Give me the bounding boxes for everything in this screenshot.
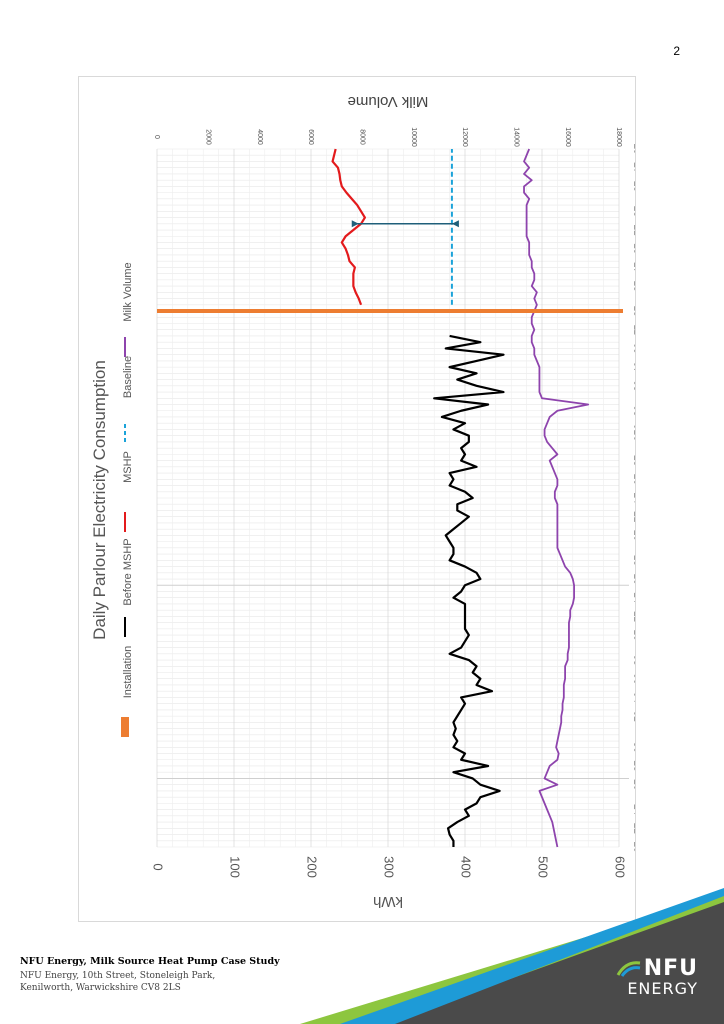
date-tick-label: 06 (631, 673, 635, 685)
page-number: 2 (673, 44, 680, 58)
legend-label: Milk Volume (122, 262, 134, 321)
milk-tick-label: 12000 (461, 127, 468, 147)
date-tick-label: 30 (631, 742, 635, 754)
date-tick-label: 22 (631, 823, 635, 835)
date-tick-label: 16 (631, 573, 635, 585)
date-tick-label: 13 (631, 305, 635, 317)
footer-address-2: Kenilworth, Warwickshire CV8 2LS (20, 983, 181, 993)
nfu-energy-logo: NFU ENERGY (616, 958, 698, 998)
logo-nfu-text: NFU (643, 956, 698, 981)
date-tick-label: 28 (631, 455, 635, 467)
milk-tick-label: 10000 (410, 127, 417, 147)
kwh-tick-label: 300 (382, 856, 397, 878)
legend-label: Baseline (122, 356, 134, 398)
date-tick-label: 11 (631, 325, 635, 336)
date-tick-label: 26 (631, 474, 635, 486)
legend-label: MSHP (122, 451, 134, 483)
kwh-tick-label: 200 (305, 856, 320, 878)
date-tick-label: 07 (631, 362, 635, 374)
date-tick-label: 27 (631, 162, 635, 174)
footer: NFU Energy, Milk Source Heat Pump Case S… (20, 956, 280, 994)
date-tick-label: 01 (631, 424, 635, 436)
date-tick-label: 08 (631, 654, 635, 666)
milk-tick-label: 2000 (204, 129, 211, 145)
footer-address-1: NFU Energy, 10th Street, Stoneleigh Park… (20, 971, 216, 981)
date-tick-label: 02 (631, 711, 635, 723)
date-tick-label: 23 (631, 206, 635, 218)
date-tick-label: 29 (631, 143, 635, 155)
date-tick-label: 15 (631, 281, 635, 293)
date-tick-label: 12 (631, 611, 635, 623)
kwh-tick-label: 0 (151, 863, 166, 870)
milk-tick-label: 6000 (307, 129, 314, 145)
kwh-axis-title: kWh (373, 893, 403, 910)
logo-energy-text: ENERGY (627, 979, 698, 998)
date-tick-label: 30 (631, 430, 635, 442)
legend-swatch-installation (121, 717, 129, 737)
date-tick-label: 28 (631, 760, 635, 772)
milk-tick-label: 14000 (512, 127, 519, 147)
chart-frame: 0 100 200 300 400 500 600 kWh 0 2000 4000 6000 8000 1… (78, 76, 636, 922)
date-tick-label: 24 (631, 804, 635, 816)
date-tick-label: 22 (631, 511, 635, 523)
electricity-chart: 0 100 200 300 400 500 600 kWh 0 2000 4000 6000 8000 1… (90, 93, 635, 910)
milk-tick-label: 8000 (358, 129, 365, 145)
date-tick-label: 09 (631, 343, 635, 355)
date-tick-label: 26 (631, 779, 635, 791)
date-tick-label: 05 (631, 380, 635, 392)
date-tick-label: 14 (631, 592, 635, 604)
date-tick-label: 17 (631, 262, 635, 274)
kwh-tick-label: 500 (536, 856, 551, 878)
mshp-line (331, 148, 366, 306)
legend-label: Installation (122, 646, 134, 699)
milk-volume-line (523, 148, 590, 848)
date-tick-label: 20 (631, 841, 635, 853)
date-tick-label: 04 (631, 692, 635, 704)
saving-arrow-head-right (351, 220, 359, 228)
legend-label: Before MSHP (122, 538, 134, 605)
date-tick-label: 03 (631, 405, 635, 417)
date-tick-label: 20 (631, 530, 635, 542)
chart-title: Daily Parlour Electricity Consumption (90, 360, 109, 640)
saving-arrow-head-left (451, 220, 459, 228)
before-mshp-line (433, 334, 505, 847)
date-tick-label: 18 (631, 555, 635, 567)
milk-axis-title: Milk Volume (348, 93, 429, 110)
milk-tick-label: 0 (153, 135, 160, 139)
date-tick-label: 10 (631, 630, 635, 642)
kwh-tick-label: 400 (459, 856, 474, 878)
logo-wave-icon (616, 961, 640, 977)
footer-title: NFU Energy, Milk Source Heat Pump Case S… (20, 956, 280, 967)
date-tick-label: 24 (631, 492, 635, 504)
milk-tick-label: 4000 (256, 129, 263, 145)
milk-tick-label: 18000 (615, 127, 622, 147)
milk-tick-label: 16000 (564, 127, 571, 147)
kwh-tick-label: 100 (228, 856, 243, 878)
date-tick-label: 21 (631, 224, 635, 236)
date-tick-label: 19 (631, 243, 635, 255)
date-tick-label: 25 (631, 181, 635, 193)
kwh-tick-label: 600 (613, 856, 628, 878)
